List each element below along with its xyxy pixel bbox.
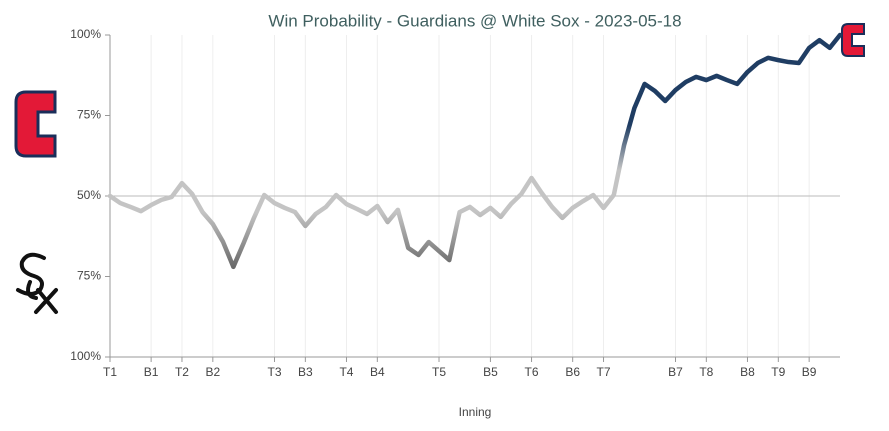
x-axis-label: Inning <box>459 405 492 419</box>
x-tick-label: B7 <box>668 365 683 379</box>
y-tick-label: 75% <box>77 269 101 283</box>
x-tick-label: B9 <box>802 365 817 379</box>
x-tick-label: T4 <box>339 365 353 379</box>
x-tick-label: T6 <box>525 365 539 379</box>
x-tick-label: T3 <box>267 365 281 379</box>
y-tick-label: 100% <box>70 27 101 41</box>
x-tick-label: T1 <box>103 365 117 379</box>
x-tick-label: B3 <box>298 365 313 379</box>
x-tick-label: B6 <box>565 365 580 379</box>
x-tick-label: T2 <box>175 365 189 379</box>
x-tick-label: B5 <box>483 365 498 379</box>
x-tick-label: B8 <box>740 365 755 379</box>
guardians-logo <box>14 23 865 158</box>
x-tick-label: T7 <box>597 365 611 379</box>
x-tick-label: B1 <box>144 365 159 379</box>
x-tick-label: T8 <box>699 365 713 379</box>
x-tick-label: T5 <box>432 365 446 379</box>
chart-title: Win Probability - Guardians @ White Sox … <box>268 11 681 30</box>
y-tick-label: 100% <box>70 349 101 363</box>
x-tick-label: B2 <box>205 365 220 379</box>
x-tick-label: T9 <box>771 365 785 379</box>
white-sox-logo <box>16 252 58 314</box>
win-probability-line <box>107 32 843 270</box>
y-tick-label: 50% <box>77 188 101 202</box>
y-tick-label: 75% <box>77 108 101 122</box>
x-tick-label: B4 <box>370 365 385 379</box>
